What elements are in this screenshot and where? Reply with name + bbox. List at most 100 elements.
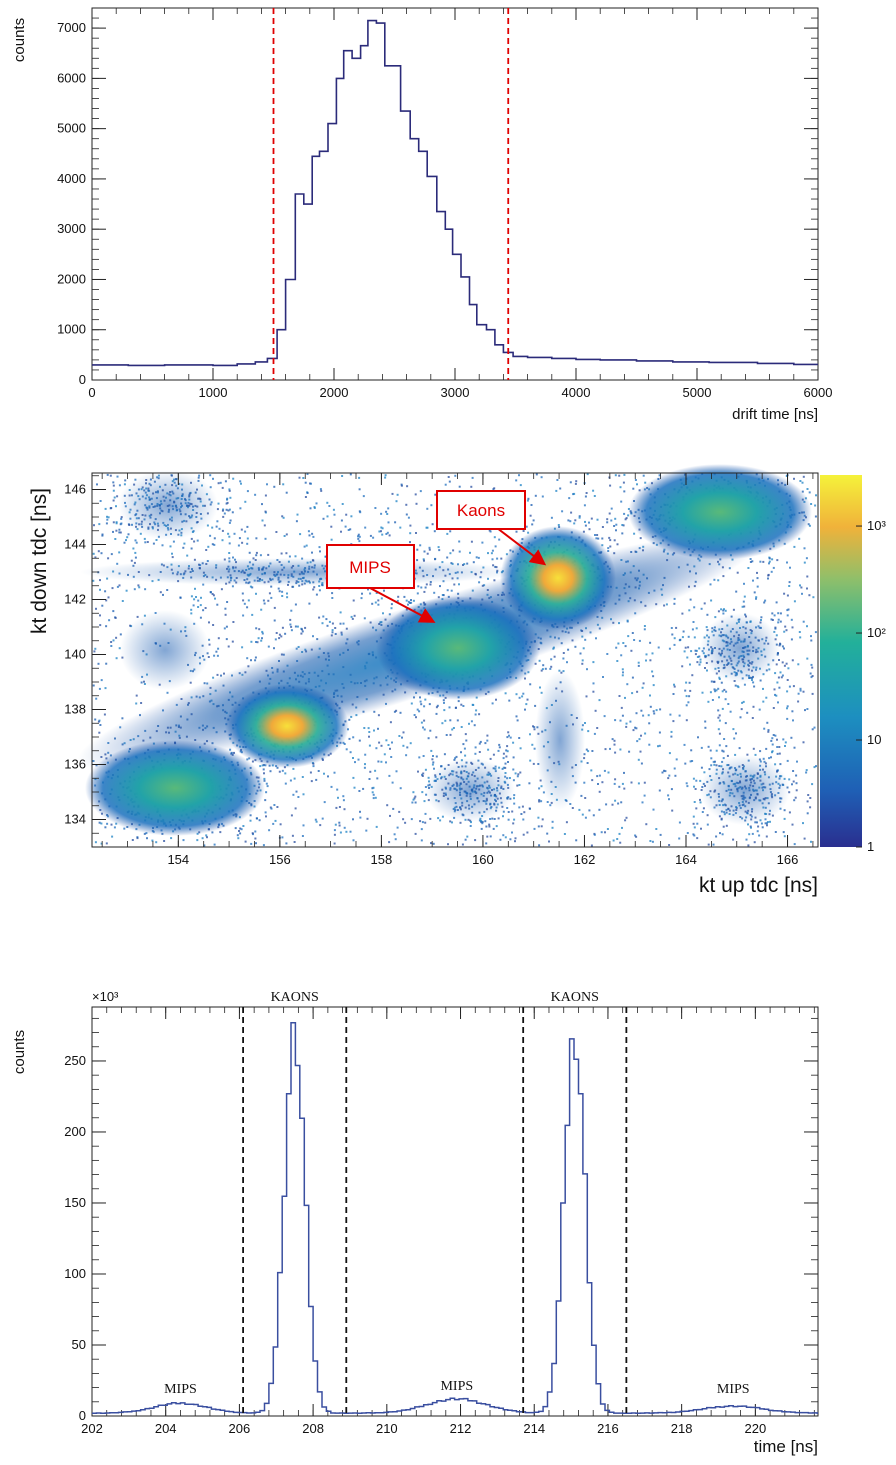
heatmap-speck (438, 549, 441, 552)
heatmap-speck (814, 631, 817, 634)
heatmap-speck (109, 474, 112, 477)
heatmap-speck (699, 801, 702, 804)
heatmap-speck (673, 602, 676, 605)
heatmap-speck (119, 633, 122, 636)
heatmap-speck (791, 823, 794, 826)
heatmap-speck (399, 526, 402, 529)
heatmap-speck (649, 694, 651, 697)
heatmap-speck (793, 799, 796, 802)
heatmap-speck (593, 495, 596, 497)
heatmap-speck (352, 757, 354, 759)
heatmap-speck (502, 810, 505, 813)
heatmap-speck (793, 746, 796, 749)
heatmap-speck (585, 748, 588, 751)
heatmap-speck (458, 540, 461, 543)
heatmap-speck (694, 653, 697, 656)
heatmap-speck (792, 719, 794, 722)
heatmap-speck (262, 599, 265, 602)
heatmap-speck (578, 808, 581, 811)
heatmap-speck (592, 690, 595, 693)
heatmap-speck (115, 505, 117, 508)
heatmap-speck (312, 535, 315, 538)
heatmap-speck (197, 606, 200, 608)
heatmap-speck (433, 591, 436, 594)
heatmap-speck (369, 592, 372, 595)
heatmap-speck (769, 820, 771, 823)
heatmap-speck (772, 566, 775, 569)
heatmap-speck (620, 654, 623, 657)
heatmap-speck (542, 664, 545, 667)
heatmap-speck (269, 806, 272, 809)
heatmap-speck (786, 609, 789, 612)
heatmap-speck (496, 557, 499, 560)
heatmap-speck (409, 602, 411, 604)
heatmap-speck (452, 727, 455, 729)
heatmap-speck (424, 768, 427, 771)
heatmap-speck (787, 667, 790, 670)
heatmap-speck (767, 577, 769, 580)
heatmap-speck (285, 533, 288, 536)
heatmap-speck (212, 676, 215, 679)
heatmap-speck (774, 627, 777, 630)
heatmap-speck (282, 483, 285, 486)
heatmap-speck (99, 579, 101, 582)
heatmap-speck (288, 555, 291, 558)
heatmap-speck (613, 525, 616, 527)
heatmap-speck (429, 583, 432, 586)
heatmap-speck (594, 534, 596, 536)
heatmap-speck (815, 494, 817, 497)
heatmap-speck (734, 753, 737, 756)
heatmap-speck (627, 514, 630, 517)
heatmap-speck (289, 779, 292, 782)
heatmap-speck (475, 709, 478, 712)
heatmap-speck (451, 728, 454, 731)
heatmap-speck (423, 800, 426, 803)
heatmap-speck (771, 743, 774, 746)
heatmap-speck (413, 797, 416, 800)
heatmap-speck (321, 817, 324, 820)
heatmap-speck (333, 833, 336, 836)
heatmap-speck (405, 503, 408, 506)
heatmap-speck (570, 511, 573, 514)
heatmap-speck (592, 661, 595, 664)
heatmap-speck (99, 588, 101, 591)
heatmap-speck (625, 722, 628, 725)
heatmap-speck (491, 549, 494, 552)
heatmap-speck (726, 754, 729, 757)
heatmap-speck (331, 629, 334, 632)
heatmap-speck (575, 480, 578, 483)
heatmap-speck (792, 780, 795, 783)
heatmap-speck (270, 585, 273, 588)
heatmap-speck (670, 788, 673, 791)
heatmap-speck (498, 538, 501, 541)
heatmap-speck (719, 832, 721, 835)
heatmap-speck (104, 507, 107, 510)
heatmap-speck (588, 528, 591, 531)
heatmap-speck (658, 474, 661, 477)
heatmap-speck (186, 554, 189, 557)
heatmap-speck (603, 715, 606, 718)
heatmap-speck (763, 727, 766, 730)
heatmap-speck (772, 734, 775, 736)
heatmap-speck (390, 607, 393, 610)
heatmap-speck (795, 782, 798, 785)
heatmap-speck (423, 550, 426, 553)
heatmap-speck (664, 770, 667, 773)
heatmap-speck (559, 487, 562, 490)
heatmap-speck (110, 641, 113, 643)
drift-time-histogram: 0 1000 2000 3000 4000 5000 6000010002000300040… (11, 7, 832, 423)
heatmap-speck (431, 763, 434, 766)
heatmap-speck (248, 551, 251, 554)
heatmap-speck (423, 728, 426, 731)
heatmap-speck (212, 477, 214, 480)
heatmap-speck (805, 769, 808, 772)
heatmap-speck (489, 530, 492, 533)
heatmap-speck (363, 727, 366, 729)
heatmap-speck (487, 552, 489, 555)
heatmap-speck (723, 608, 725, 611)
heatmap-speck (207, 545, 210, 548)
heatmap-speck (698, 655, 701, 658)
heatmap-speck (810, 503, 813, 505)
heatmap-speck (598, 790, 601, 793)
heatmap-speck (422, 558, 425, 561)
